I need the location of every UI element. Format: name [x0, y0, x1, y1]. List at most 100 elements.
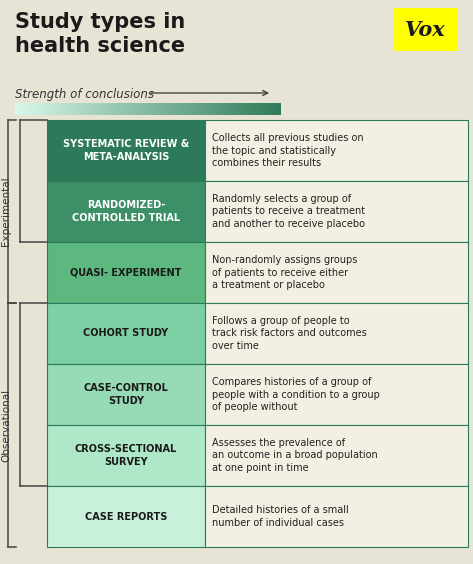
Bar	[95, 103, 96, 115]
Text: QUASI- EXPERIMENT: QUASI- EXPERIMENT	[70, 267, 182, 277]
Bar	[21, 103, 23, 115]
Bar	[276, 103, 278, 115]
Bar	[205, 303, 468, 364]
Bar	[33, 103, 34, 115]
Bar	[47, 120, 205, 181]
Bar	[166, 103, 167, 115]
Bar	[203, 103, 204, 115]
Bar	[98, 103, 99, 115]
Bar	[54, 103, 55, 115]
Bar	[103, 103, 105, 115]
Bar	[140, 103, 142, 115]
Bar	[100, 103, 101, 115]
Bar	[105, 103, 106, 115]
Bar	[259, 103, 260, 115]
Bar	[178, 103, 180, 115]
Bar	[264, 103, 265, 115]
Bar	[213, 103, 214, 115]
Bar	[231, 103, 233, 115]
Bar	[236, 103, 238, 115]
Bar	[245, 103, 246, 115]
Bar	[38, 103, 39, 115]
Text: Strength of conclusions: Strength of conclusions	[15, 88, 154, 101]
Bar	[107, 103, 108, 115]
Text: Follows a group of people to
track risk factors and outcomes
over time: Follows a group of people to track risk …	[212, 316, 367, 351]
Bar	[35, 103, 37, 115]
Bar	[82, 103, 84, 115]
Bar	[123, 103, 124, 115]
Bar	[52, 103, 53, 115]
Bar	[241, 103, 243, 115]
Bar	[43, 103, 44, 115]
Bar	[117, 103, 119, 115]
Bar	[67, 103, 69, 115]
Bar	[214, 103, 215, 115]
Bar	[140, 103, 141, 115]
Bar	[83, 103, 84, 115]
Bar	[157, 103, 158, 115]
Bar	[253, 103, 254, 115]
Bar	[270, 103, 272, 115]
Bar	[28, 103, 30, 115]
Bar	[250, 103, 251, 115]
Bar	[170, 103, 171, 115]
Bar	[205, 364, 468, 425]
Bar	[226, 103, 228, 115]
Bar	[99, 103, 100, 115]
Bar	[155, 103, 156, 115]
Bar	[234, 103, 236, 115]
Bar	[230, 103, 232, 115]
Bar	[104, 103, 105, 115]
Bar	[118, 103, 120, 115]
Bar	[47, 303, 205, 364]
Bar	[47, 242, 205, 303]
Bar	[79, 103, 81, 115]
Bar	[103, 103, 104, 115]
Bar	[157, 103, 158, 115]
Bar	[143, 103, 144, 115]
Bar	[267, 103, 268, 115]
Bar	[146, 103, 147, 115]
Bar	[180, 103, 182, 115]
Bar	[235, 103, 236, 115]
Bar	[116, 103, 118, 115]
Bar	[220, 103, 221, 115]
Bar	[63, 103, 64, 115]
Bar	[114, 103, 115, 115]
Bar	[255, 103, 257, 115]
Bar	[70, 103, 71, 115]
Bar	[88, 103, 89, 115]
Bar	[268, 103, 269, 115]
Text: RANDOMIZED-
CONTROLLED TRIAL: RANDOMIZED- CONTROLLED TRIAL	[72, 200, 180, 223]
Bar	[40, 103, 41, 115]
Bar	[70, 103, 72, 115]
Text: Experimental: Experimental	[1, 177, 11, 246]
Bar	[183, 103, 184, 115]
Bar	[92, 103, 93, 115]
Bar	[171, 103, 173, 115]
Bar	[279, 103, 280, 115]
Bar	[131, 103, 132, 115]
Bar	[85, 103, 86, 115]
Bar	[158, 103, 159, 115]
Bar	[113, 103, 114, 115]
Bar	[44, 103, 45, 115]
Bar	[201, 103, 203, 115]
Bar	[165, 103, 166, 115]
Bar	[129, 103, 131, 115]
Bar	[223, 103, 225, 115]
Bar	[65, 103, 67, 115]
Bar	[202, 103, 204, 115]
Bar	[262, 103, 263, 115]
Bar	[190, 103, 191, 115]
Bar	[163, 103, 164, 115]
Bar	[59, 103, 61, 115]
Bar	[188, 103, 190, 115]
Bar	[243, 103, 244, 115]
Bar	[184, 103, 185, 115]
Bar	[163, 103, 165, 115]
Bar	[160, 103, 161, 115]
FancyArrowPatch shape	[151, 90, 268, 95]
Bar	[248, 103, 250, 115]
Bar	[94, 103, 95, 115]
